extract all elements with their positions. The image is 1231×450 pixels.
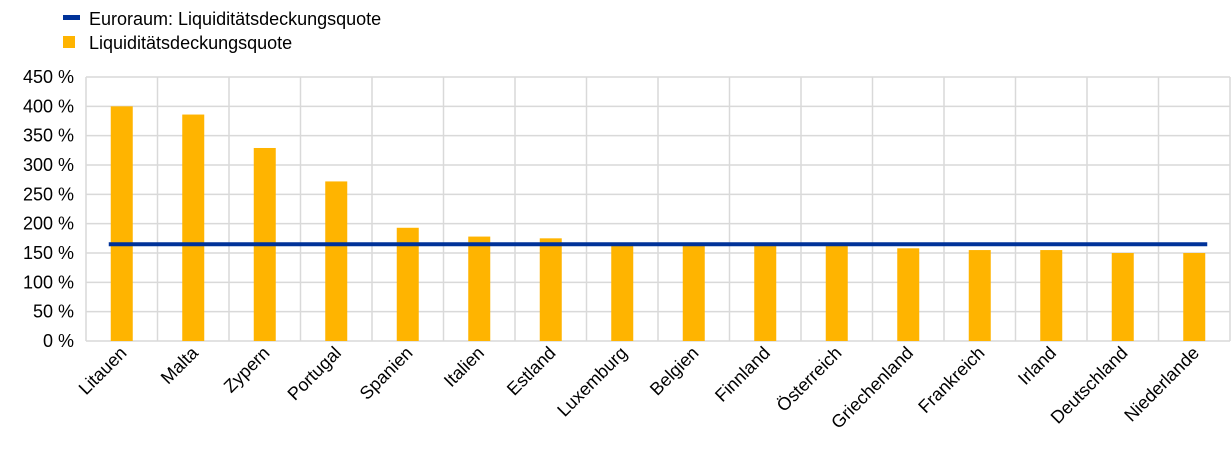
y-tick-label: 450 % [23,67,74,87]
legend: Euroraum: Liquiditätsdeckungsquote Liqui… [63,9,381,53]
grid-lines [85,76,1231,342]
legend-label-line: Euroraum: Liquiditätsdeckungsquote [89,9,381,29]
bar [468,236,491,341]
legend-swatch-bar [63,36,75,48]
x-tick-label: Deutschland [1047,343,1132,428]
y-tick-label: 50 % [33,302,74,322]
bar [1111,253,1134,341]
bar [396,227,419,341]
x-tick-label: Österreich [773,343,846,416]
bar [110,106,133,341]
y-tick-label: 0 % [43,331,74,351]
x-tick-label: Portugal [284,343,346,405]
x-axis: Litauen Malta Zypern Portugal Spanien Italien… [75,342,1203,433]
y-tick-label: 400 % [23,96,74,116]
x-tick-label: Litauen [75,343,131,399]
x-tick-label: Belgien [646,343,703,400]
bar [611,244,634,341]
bar [539,238,562,341]
x-tick-label: Zypern [220,343,274,397]
bar [897,248,920,341]
y-tick-label: 150 % [23,243,74,263]
y-tick-label: 200 % [23,214,74,234]
y-tick-label: 350 % [23,126,74,146]
x-tick-label: Niederlande [1120,343,1203,426]
x-tick-label: Finnland [711,343,774,406]
legend-swatch-line [63,15,80,20]
y-tick-label: 300 % [23,155,74,175]
x-tick-label: Irland [1014,343,1060,389]
y-tick-label: 100 % [23,272,74,292]
x-tick-label: Frankreich [914,343,988,417]
x-tick-label: Italien [440,343,488,391]
bar [325,181,348,341]
x-tick-label: Luxemburg [553,343,631,421]
bar [182,114,205,342]
bar [968,250,991,341]
y-tick-label: 250 % [23,184,74,204]
bar [1183,253,1206,341]
bar [682,244,705,341]
bar [825,245,848,341]
x-tick-label: Spanien [356,343,417,404]
bar [754,245,777,341]
legend-label-bar: Liquiditätsdeckungsquote [89,33,292,53]
y-axis: 450 % 400 % 350 % 300 % 250 % 200 % 150 % 100 %… [23,67,74,351]
x-tick-label: Malta [157,342,203,388]
x-tick-label: Estland [503,343,560,400]
bar [1040,250,1063,341]
